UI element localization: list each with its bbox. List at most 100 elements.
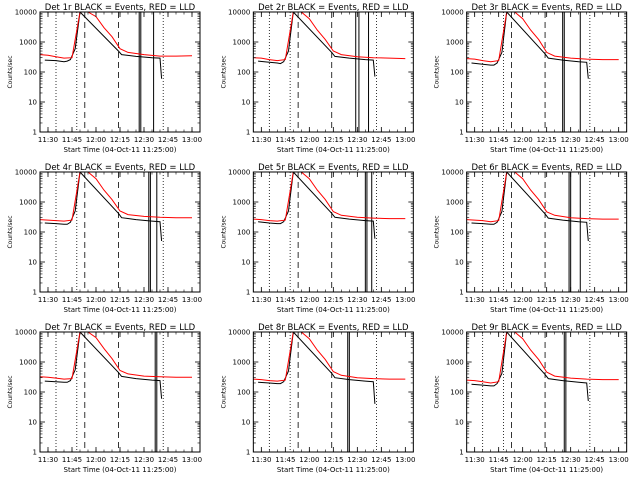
chart-title: Det 5r BLACK = Events, RED = LLD: [258, 163, 409, 173]
y-tick-label: 100: [450, 229, 463, 237]
chart-panel-4: Det 4r BLACK = Events, RED = LLD Counts/s…: [7, 163, 202, 314]
chart-panel-3: Det 3r BLACK = Events, RED = LLD Counts/s…: [434, 3, 629, 154]
plot-frame: [252, 171, 414, 293]
y-tick-label: 100: [24, 389, 37, 397]
x-tick-label: 11:30: [251, 296, 271, 304]
marker-lines: [268, 332, 377, 452]
series-group: [466, 12, 619, 79]
x-tick-label: 12:15: [323, 136, 343, 144]
x-axis-label: Start Time (04-Oct-11 11:25:00): [490, 146, 603, 154]
y-axis-label: Counts/sec: [7, 55, 14, 88]
x-tick-label: 11:45: [275, 136, 295, 144]
y-tick-label: 1000: [19, 199, 37, 207]
x-tick-label: 11:30: [38, 456, 58, 464]
plot-frame: [39, 331, 201, 453]
y-tick-label: 1000: [446, 199, 464, 207]
x-tick-label: 12:30: [347, 456, 367, 464]
marker-lines: [55, 12, 164, 132]
y-axis-label: Counts/sec: [7, 375, 14, 408]
y-tick-label: 10000: [441, 169, 463, 177]
x-tick-label: 11:30: [251, 456, 271, 464]
y-axis-label: Counts/sec: [434, 215, 441, 248]
x-tick-label: 11:30: [465, 296, 485, 304]
plot-frame: [39, 171, 201, 293]
y-tick-label: 1: [33, 289, 37, 297]
x-tick-label: 11:45: [62, 296, 82, 304]
y-tick-label: 100: [237, 389, 250, 397]
y-tick-label: 1: [459, 129, 463, 137]
x-tick-label: 12:00: [513, 296, 533, 304]
plot-frame: [252, 331, 414, 453]
y-tick-label: 1000: [233, 359, 251, 367]
chart-panel-7: Det 7r BLACK = Events, RED = LLD Counts/s…: [7, 323, 202, 474]
y-tick-label: 10: [455, 259, 464, 267]
x-axis-label: Start Time (04-Oct-11 11:25:00): [64, 306, 177, 314]
x-tick-label: 12:45: [585, 456, 605, 464]
series-group: [466, 172, 619, 242]
x-tick-label: 12:45: [158, 296, 178, 304]
series-line-lld: [253, 332, 406, 382]
y-tick-label: 10: [241, 99, 250, 107]
series-group: [466, 332, 619, 402]
y-tick-label: 10000: [228, 9, 250, 17]
x-tick-label: 11:45: [489, 296, 509, 304]
chart-title: Det 9r BLACK = Events, RED = LLD: [471, 323, 622, 333]
series-line-events: [471, 332, 589, 402]
chart-panel-6: Det 6r BLACK = Events, RED = LLD Counts/s…: [434, 163, 629, 314]
series-group: [40, 172, 192, 242]
x-tick-label: 12:15: [323, 296, 343, 304]
chart-title: Det 3r BLACK = Events, RED = LLD: [471, 3, 622, 13]
x-tick-label: 11:30: [465, 136, 485, 144]
series-line-lld: [253, 12, 406, 62]
x-tick-label: 12:00: [86, 296, 106, 304]
x-tick-label: 12:30: [134, 136, 154, 144]
y-tick-label: 100: [450, 69, 463, 77]
y-tick-label: 10000: [441, 9, 463, 17]
y-tick-label: 10: [241, 419, 250, 427]
chart-title: Det 8r BLACK = Events, RED = LLD: [258, 323, 409, 333]
x-tick-label: 12:30: [347, 136, 367, 144]
x-tick-label: 13:00: [182, 136, 202, 144]
y-tick-label: 10000: [15, 169, 37, 177]
plot-frame: [39, 11, 201, 133]
x-tick-label: 11:30: [38, 136, 58, 144]
series-line-lld: [40, 12, 193, 59]
series-group: [253, 172, 406, 239]
marker-lines: [482, 332, 591, 452]
series-line-lld: [253, 172, 406, 222]
series-line-lld: [40, 172, 192, 222]
chart-title: Det 2r BLACK = Events, RED = LLD: [258, 3, 409, 13]
y-tick-label: 1: [459, 449, 463, 457]
x-tick-label: 12:30: [134, 296, 154, 304]
series-group: [253, 12, 406, 77]
y-tick-label: 10: [28, 99, 37, 107]
y-tick-label: 100: [237, 69, 250, 77]
y-tick-label: 1000: [446, 359, 464, 367]
chart-title: Det 1r BLACK = Events, RED = LLD: [45, 3, 196, 13]
series-line-events: [44, 12, 163, 79]
y-tick-label: 1000: [233, 39, 251, 47]
y-axis-label: Counts/sec: [220, 375, 227, 408]
x-tick-label: 11:45: [489, 136, 509, 144]
x-tick-label: 12:30: [347, 296, 367, 304]
plot-frame: [466, 11, 628, 133]
marker-lines: [268, 12, 377, 132]
y-axis-label: Counts/sec: [220, 55, 227, 88]
marker-lines: [55, 172, 164, 292]
y-tick-label: 10000: [228, 169, 250, 177]
chart-panel-8: Det 8r BLACK = Events, RED = LLD Counts/s…: [220, 323, 415, 474]
y-tick-label: 100: [237, 229, 250, 237]
x-tick-label: 12:15: [110, 296, 130, 304]
y-tick-label: 1: [246, 289, 250, 297]
y-tick-label: 1000: [446, 39, 464, 47]
y-tick-label: 10000: [228, 329, 250, 337]
series-group: [40, 12, 193, 79]
y-axis-label: Counts/sec: [220, 215, 227, 248]
y-tick-label: 1000: [19, 39, 37, 47]
x-tick-label: 13:00: [395, 296, 415, 304]
chart-panel-1: Det 1r BLACK = Events, RED = LLD Counts/s…: [7, 3, 202, 154]
x-tick-label: 12:15: [110, 456, 130, 464]
x-tick-label: 12:30: [134, 456, 154, 464]
x-tick-label: 12:45: [371, 136, 391, 144]
chart-panel-5: Det 5r BLACK = Events, RED = LLD Counts/s…: [220, 163, 415, 314]
